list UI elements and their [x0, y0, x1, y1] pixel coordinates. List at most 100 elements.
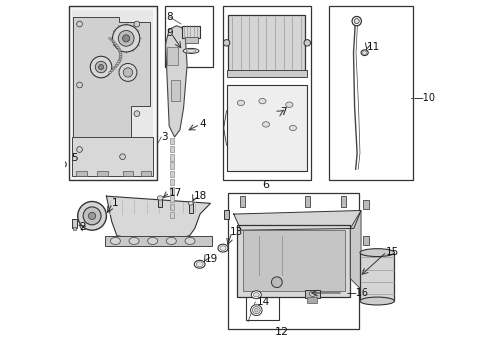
Circle shape [351, 17, 361, 26]
Circle shape [112, 25, 140, 52]
Ellipse shape [285, 102, 292, 107]
Bar [305, 291, 319, 298]
Ellipse shape [147, 237, 158, 244]
Bar [182, 26, 200, 39]
Circle shape [120, 154, 125, 159]
Bar [72, 137, 153, 176]
Text: 2: 2 [80, 222, 86, 231]
Circle shape [271, 277, 282, 288]
Bar [169, 154, 174, 161]
Text: 4: 4 [199, 120, 206, 129]
Ellipse shape [118, 59, 121, 61]
Circle shape [88, 212, 96, 220]
Ellipse shape [359, 297, 394, 305]
Polygon shape [233, 211, 360, 230]
Text: 19: 19 [204, 254, 218, 264]
Text: 1: 1 [112, 198, 118, 208]
Text: 5: 5 [72, 153, 78, 163]
Bar [76, 171, 86, 176]
Ellipse shape [184, 237, 195, 244]
Polygon shape [73, 17, 150, 171]
Ellipse shape [196, 262, 203, 267]
Ellipse shape [115, 64, 118, 66]
Bar [304, 196, 309, 207]
Text: 11: 11 [366, 42, 379, 52]
Ellipse shape [289, 125, 296, 131]
Ellipse shape [116, 46, 119, 48]
Bar [72, 219, 77, 228]
Bar [306, 297, 317, 303]
Circle shape [78, 202, 106, 230]
Ellipse shape [119, 55, 122, 57]
Text: 8: 8 [166, 12, 173, 22]
Circle shape [90, 56, 112, 78]
Circle shape [118, 31, 134, 46]
Ellipse shape [309, 291, 315, 296]
Ellipse shape [115, 45, 118, 46]
Bar [362, 235, 368, 244]
Bar [169, 195, 174, 202]
Bar [188, 203, 192, 213]
Circle shape [122, 35, 129, 42]
Ellipse shape [119, 57, 122, 59]
Ellipse shape [251, 291, 261, 299]
Ellipse shape [118, 50, 121, 52]
Bar [228, 193, 359, 329]
Ellipse shape [110, 237, 120, 244]
Ellipse shape [119, 54, 122, 55]
Circle shape [77, 21, 82, 27]
Ellipse shape [114, 43, 116, 45]
Ellipse shape [304, 40, 310, 46]
Ellipse shape [252, 307, 260, 314]
Text: —10: —10 [413, 93, 435, 103]
Bar [169, 146, 174, 152]
Bar [164, 6, 213, 67]
Bar [184, 37, 197, 43]
Ellipse shape [360, 50, 367, 55]
Ellipse shape [117, 61, 120, 63]
Ellipse shape [116, 63, 119, 64]
Bar [97, 171, 108, 176]
Ellipse shape [112, 41, 115, 43]
Bar [140, 171, 151, 176]
Circle shape [353, 19, 359, 24]
Text: 9: 9 [166, 28, 173, 38]
Bar [169, 179, 174, 185]
Bar [158, 198, 162, 207]
Polygon shape [165, 26, 187, 137]
Bar [169, 138, 174, 144]
Ellipse shape [108, 37, 111, 39]
Circle shape [134, 21, 140, 27]
Bar [240, 196, 244, 207]
Text: 13: 13 [230, 227, 243, 237]
Ellipse shape [253, 293, 259, 297]
Ellipse shape [237, 100, 244, 105]
Bar [328, 6, 412, 180]
Bar [242, 230, 344, 291]
Bar [171, 80, 180, 101]
Polygon shape [349, 211, 360, 289]
Bar [359, 253, 394, 301]
Ellipse shape [119, 52, 122, 54]
Ellipse shape [218, 244, 227, 252]
Ellipse shape [250, 305, 262, 316]
Circle shape [77, 82, 82, 88]
Ellipse shape [112, 68, 115, 70]
Ellipse shape [183, 48, 199, 53]
Circle shape [95, 61, 106, 73]
Bar [73, 226, 76, 230]
Bar [340, 196, 345, 207]
Ellipse shape [110, 39, 113, 41]
Bar [69, 6, 156, 180]
Ellipse shape [110, 70, 113, 72]
Bar [167, 47, 178, 65]
Bar [169, 162, 174, 169]
Bar [169, 204, 174, 210]
Ellipse shape [223, 40, 229, 46]
Bar [122, 171, 133, 176]
Text: 7: 7 [280, 107, 286, 117]
Text: 3: 3 [161, 132, 167, 142]
Bar [169, 187, 174, 194]
Ellipse shape [114, 66, 116, 68]
Circle shape [119, 63, 137, 81]
